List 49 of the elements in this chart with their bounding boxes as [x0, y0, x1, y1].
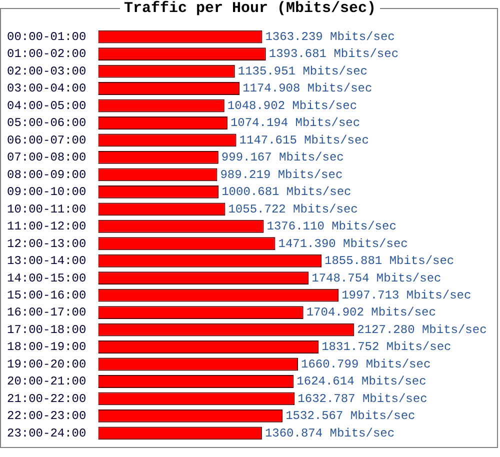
data-label: 999.167 Mbits/sec — [221, 150, 344, 165]
y-tick-label: 22:00-23:00 — [6, 409, 86, 424]
y-tick-label: 11:00-12:00 — [6, 220, 86, 234]
data-label: 1855.881 Mbits/sec — [324, 254, 454, 268]
chart-title: Traffic per Hour (Mbits/sec) — [122, 0, 378, 17]
y-tick-label: 03:00-04:00 — [6, 82, 86, 96]
y-tick-label: 20:00-21:00 — [6, 374, 86, 389]
data-label: 1363.239 Mbits/sec — [265, 30, 395, 44]
y-tick-label: 18:00-19:00 — [6, 340, 86, 354]
data-label: 1632.787 Mbits/sec — [298, 392, 428, 406]
y-tick-label: 06:00-07:00 — [6, 133, 86, 148]
y-tick-label: 02:00-03:00 — [6, 64, 86, 78]
data-label: 1748.754 Mbits/sec — [312, 271, 442, 286]
y-tick-label: 15:00-16:00 — [6, 288, 86, 302]
data-label: 1831.752 Mbits/sec — [322, 340, 452, 354]
data-label: 1174.908 Mbits/sec — [242, 82, 372, 96]
y-tick-label: 08:00-09:00 — [6, 168, 86, 182]
data-label: 1360.874 Mbits/sec — [264, 426, 395, 440]
data-label: 1074.194 Mbits/sec — [230, 116, 360, 130]
y-tick-label: 05:00-06:00 — [6, 116, 86, 130]
data-label: 1147.615 Mbits/sec — [239, 133, 369, 148]
data-label: 1000.681 Mbits/sec — [222, 185, 352, 200]
data-label: 1471.390 Mbits/sec — [278, 236, 408, 251]
data-label: 1704.902 Mbits/sec — [306, 306, 436, 320]
y-tick-label: 09:00-10:00 — [6, 185, 86, 200]
y-tick-label: 19:00-20:00 — [6, 357, 86, 372]
data-label: 989.219 Mbits/sec — [220, 168, 343, 182]
data-label: 1532.567 Mbits/sec — [286, 409, 416, 424]
data-label: 1660.799 Mbits/sec — [301, 357, 431, 372]
data-label: 1393.681 Mbits/sec — [268, 47, 399, 62]
y-tick-label: 16:00-17:00 — [6, 306, 86, 320]
y-tick-label: 17:00-18:00 — [6, 322, 86, 337]
data-label: 1376.110 Mbits/sec — [266, 220, 396, 234]
data-label: 2127.280 Mbits/sec — [357, 322, 487, 337]
y-tick-label: 13:00-14:00 — [6, 254, 86, 268]
y-tick-label: 12:00-13:00 — [6, 236, 86, 251]
y-tick-label: 04:00-05:00 — [6, 98, 86, 113]
y-tick-label: 23:00-24:00 — [6, 426, 86, 440]
data-label: 1055.722 Mbits/sec — [228, 202, 358, 216]
data-label: 1997.713 Mbits/sec — [342, 288, 472, 302]
y-tick-label: 07:00-08:00 — [6, 150, 86, 165]
y-tick-label: 21:00-22:00 — [6, 392, 86, 406]
data-label: 1048.902 Mbits/sec — [227, 98, 358, 113]
data-label: 1135.951 Mbits/sec — [238, 64, 368, 78]
data-label: 1624.614 Mbits/sec — [296, 374, 426, 389]
y-tick-label: 00:00-01:00 — [6, 30, 86, 44]
y-tick-label: 01:00-02:00 — [6, 47, 86, 62]
y-tick-label: 10:00-11:00 — [6, 202, 86, 216]
y-tick-label: 14:00-15:00 — [6, 271, 86, 286]
